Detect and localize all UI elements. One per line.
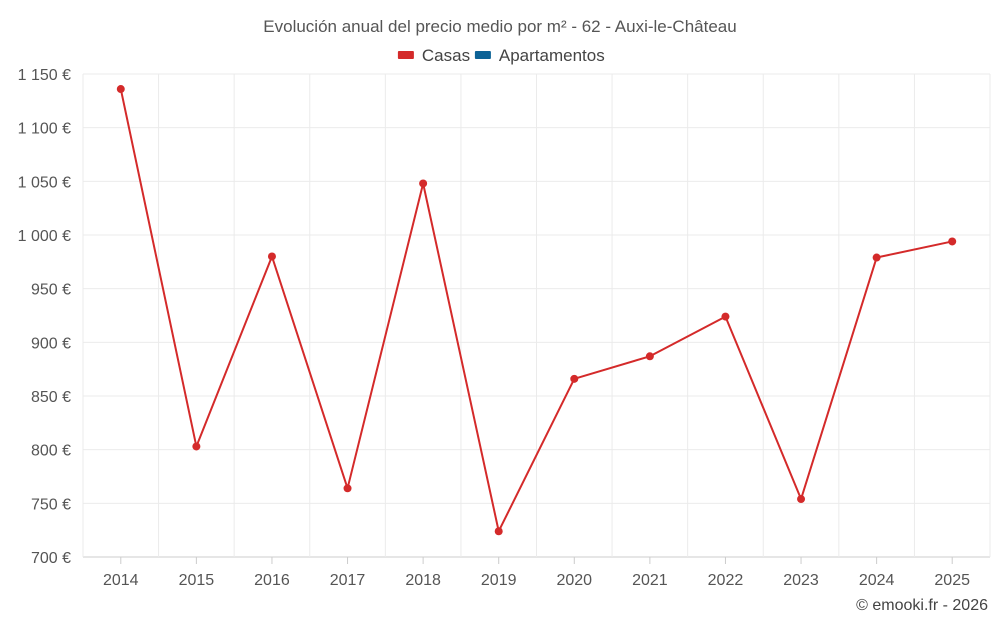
x-tick-label: 2015 xyxy=(179,572,215,589)
data-point xyxy=(948,237,957,246)
data-point xyxy=(267,252,276,261)
x-tick-label: 2016 xyxy=(254,572,290,589)
y-tick-label: 900 € xyxy=(31,335,71,352)
y-tick-label: 700 € xyxy=(31,550,71,567)
series-group xyxy=(116,85,957,536)
legend: Casas Apartamentos xyxy=(397,46,605,65)
data-point xyxy=(721,312,730,321)
data-point xyxy=(797,495,806,504)
credit-text: © emooki.fr - 2026 xyxy=(856,597,988,614)
data-point xyxy=(192,442,201,451)
x-tick-label: 2014 xyxy=(103,572,139,589)
x-tick-label: 2018 xyxy=(405,572,441,589)
x-axis: 2014 2015 2016 2017 2018 2019 2020 2021 2022 2023… xyxy=(103,557,970,589)
x-tick-label: 2022 xyxy=(708,572,744,589)
data-point xyxy=(645,352,654,361)
data-point xyxy=(494,527,503,536)
grid xyxy=(82,73,991,558)
data-point xyxy=(343,484,352,493)
data-point xyxy=(419,179,428,188)
legend-label-apartamentos: Apartamentos xyxy=(499,46,605,65)
x-tick-label: 2020 xyxy=(556,572,592,589)
legend-label-casas: Casas xyxy=(422,46,470,65)
x-tick-label: 2023 xyxy=(783,572,819,589)
series-line-casas xyxy=(119,88,953,533)
data-point xyxy=(872,253,881,262)
x-tick-label: 2025 xyxy=(934,572,970,589)
y-tick-label: 1 150 € xyxy=(18,67,71,84)
legend-swatch-casas xyxy=(397,51,414,59)
chart-title: Evolución anual del precio medio por m² … xyxy=(263,17,736,36)
y-tick-label: 750 € xyxy=(31,496,71,513)
y-tick-label: 800 € xyxy=(31,443,71,460)
y-tick-label: 850 € xyxy=(31,389,71,406)
y-tick-label: 950 € xyxy=(31,282,71,299)
x-tick-label: 2017 xyxy=(330,572,366,589)
y-tick-label: 1 050 € xyxy=(18,174,71,191)
y-tick-label: 1 000 € xyxy=(18,228,71,245)
y-axis: 700 € 750 € 800 € 850 € 900 € 950 € 1 000 € 1 0… xyxy=(18,67,71,567)
data-point xyxy=(570,374,579,383)
legend-swatch-apartamentos xyxy=(474,51,491,59)
x-tick-label: 2024 xyxy=(859,572,895,589)
x-tick-label: 2019 xyxy=(481,572,517,589)
x-tick-label: 2021 xyxy=(632,572,668,589)
y-tick-label: 1 100 € xyxy=(18,121,71,138)
data-point xyxy=(116,85,125,94)
